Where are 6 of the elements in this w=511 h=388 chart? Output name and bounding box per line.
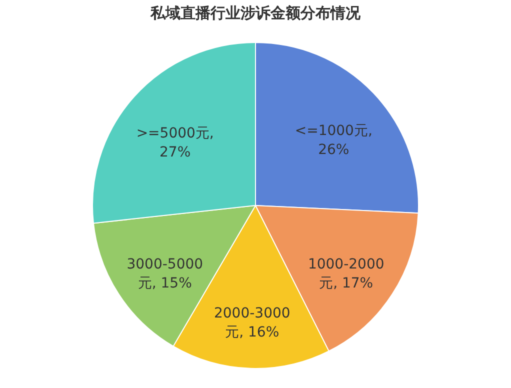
slice-label: 3000-5000元, 15% <box>126 256 204 292</box>
slice-label: >=5000元, 27% <box>136 125 214 160</box>
slice-label: 2000-3000元, 16% <box>214 305 290 340</box>
slice-label: 1000-2000元, 17% <box>308 256 384 292</box>
chart-title: 私域直播行业涉诉金额分布情况 <box>150 4 362 22</box>
slice-label: <=1000元, 26% <box>294 122 372 158</box>
